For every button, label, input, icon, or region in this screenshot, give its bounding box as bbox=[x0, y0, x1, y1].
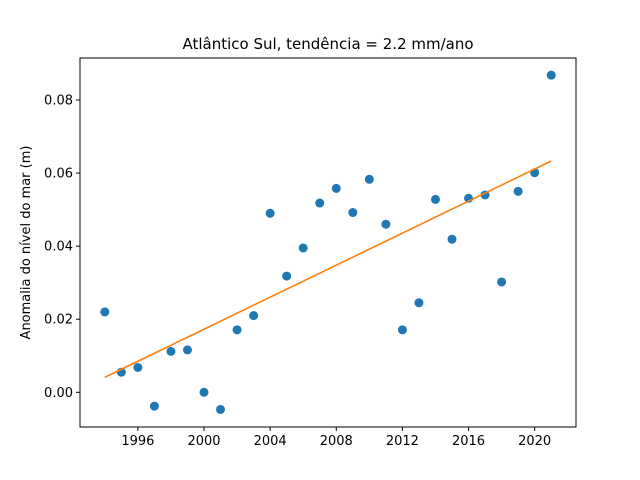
y-tick-label: 0.00 bbox=[44, 386, 73, 401]
data-point bbox=[100, 307, 110, 317]
data-point bbox=[133, 362, 143, 372]
data-point bbox=[166, 346, 176, 356]
data-point bbox=[447, 234, 457, 244]
data-point bbox=[282, 271, 292, 281]
data-point bbox=[414, 298, 424, 308]
x-tick-label: 1996 bbox=[121, 434, 154, 449]
chart-title: Atlântico Sul, tendência = 2.2 mm/ano bbox=[182, 35, 473, 53]
data-point bbox=[199, 387, 209, 397]
y-axis-label: Anomalia do nível do mar (m) bbox=[19, 146, 34, 340]
plot-frame bbox=[79, 57, 577, 428]
data-point bbox=[216, 404, 226, 414]
x-tick-label: 2000 bbox=[187, 434, 220, 449]
data-point bbox=[513, 186, 523, 196]
trend-line bbox=[104, 160, 552, 379]
data-point bbox=[315, 198, 325, 208]
data-point bbox=[364, 174, 374, 184]
data-point bbox=[381, 219, 391, 229]
y-tick-label: 0.08 bbox=[44, 94, 73, 109]
y-tick-label: 0.04 bbox=[44, 240, 73, 255]
data-point bbox=[348, 208, 358, 218]
x-tick-label: 2008 bbox=[320, 434, 353, 449]
x-tick-label: 2020 bbox=[518, 434, 551, 449]
y-tick-label: 0.06 bbox=[44, 167, 73, 182]
data-point bbox=[546, 70, 556, 80]
x-tick-label: 2012 bbox=[386, 434, 419, 449]
data-point bbox=[149, 401, 159, 411]
data-point bbox=[265, 208, 275, 218]
data-point bbox=[497, 277, 507, 287]
data-point bbox=[397, 325, 407, 335]
data-point bbox=[249, 311, 259, 321]
data-point bbox=[430, 194, 440, 204]
x-tick-label: 2004 bbox=[254, 434, 287, 449]
x-tick-label: 2016 bbox=[452, 434, 485, 449]
data-point bbox=[331, 183, 341, 193]
data-point bbox=[232, 325, 242, 335]
y-tick-label: 0.02 bbox=[44, 313, 73, 328]
plot-area bbox=[100, 70, 556, 414]
data-point bbox=[298, 243, 308, 253]
data-point bbox=[182, 345, 192, 355]
